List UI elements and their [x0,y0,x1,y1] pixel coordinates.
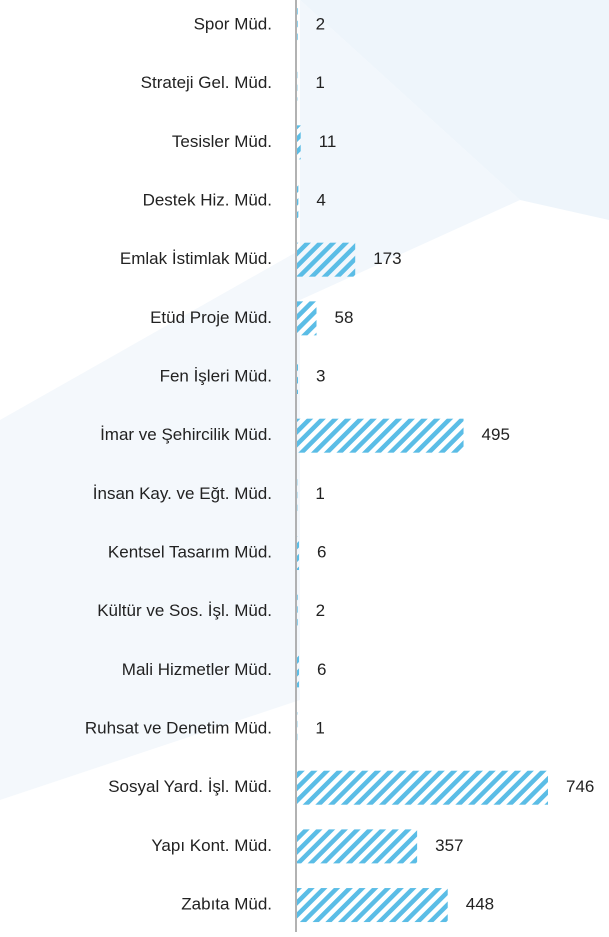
value-label: 173 [373,249,401,268]
bar [297,360,298,394]
bar [297,653,299,687]
bar [297,536,299,570]
value-label: 3 [316,367,325,386]
category-label: Zabıta Müd. [181,895,272,914]
bar [297,184,298,218]
value-label: 11 [319,132,337,151]
value-label: 4 [316,190,325,209]
category-label: Emlak İstimlak Müd. [120,249,272,268]
category-label: Kentsel Tasarım Müd. [108,543,272,562]
value-label: 1 [315,484,324,503]
category-label: İnsan Kay. ve Eğt. Müd. [93,484,272,503]
bar [297,125,301,159]
bar [297,419,464,453]
value-label: 495 [482,425,510,444]
category-label: Fen İşleri Müd. [160,367,272,386]
category-label: Ruhsat ve Denetim Müd. [85,719,272,738]
value-label: 2 [316,601,325,620]
value-label: 1 [315,719,324,738]
category-label: Mali Hizmetler Müd. [122,660,272,679]
bg-shape [0,250,300,800]
category-label: Yapı Kont. Müd. [151,836,272,855]
value-label: 2 [316,14,325,33]
category-label: Spor Müd. [194,14,272,33]
value-label: 448 [466,895,494,914]
value-label: 1 [315,73,324,92]
value-label: 6 [317,543,326,562]
bar [297,771,548,805]
bar [297,888,448,922]
bar [297,301,317,335]
category-label: Kültür ve Sos. İşl. Müd. [97,601,272,620]
value-label: 58 [335,308,354,327]
bar [297,829,417,863]
category-label: Destek Hiz. Müd. [143,190,272,209]
background [0,0,609,800]
value-label: 6 [317,660,326,679]
category-label: Sosyal Yard. İşl. Müd. [108,777,272,796]
category-label: İmar ve Şehircilik Müd. [100,425,272,444]
bar [297,8,298,42]
category-label: Strateji Gel. Müd. [141,73,272,92]
category-label: Etüd Proje Müd. [150,308,272,327]
bar [297,595,298,629]
bar [297,243,355,277]
value-label: 746 [566,777,594,796]
value-label: 357 [435,836,463,855]
category-label: Tesisler Müd. [172,132,272,151]
